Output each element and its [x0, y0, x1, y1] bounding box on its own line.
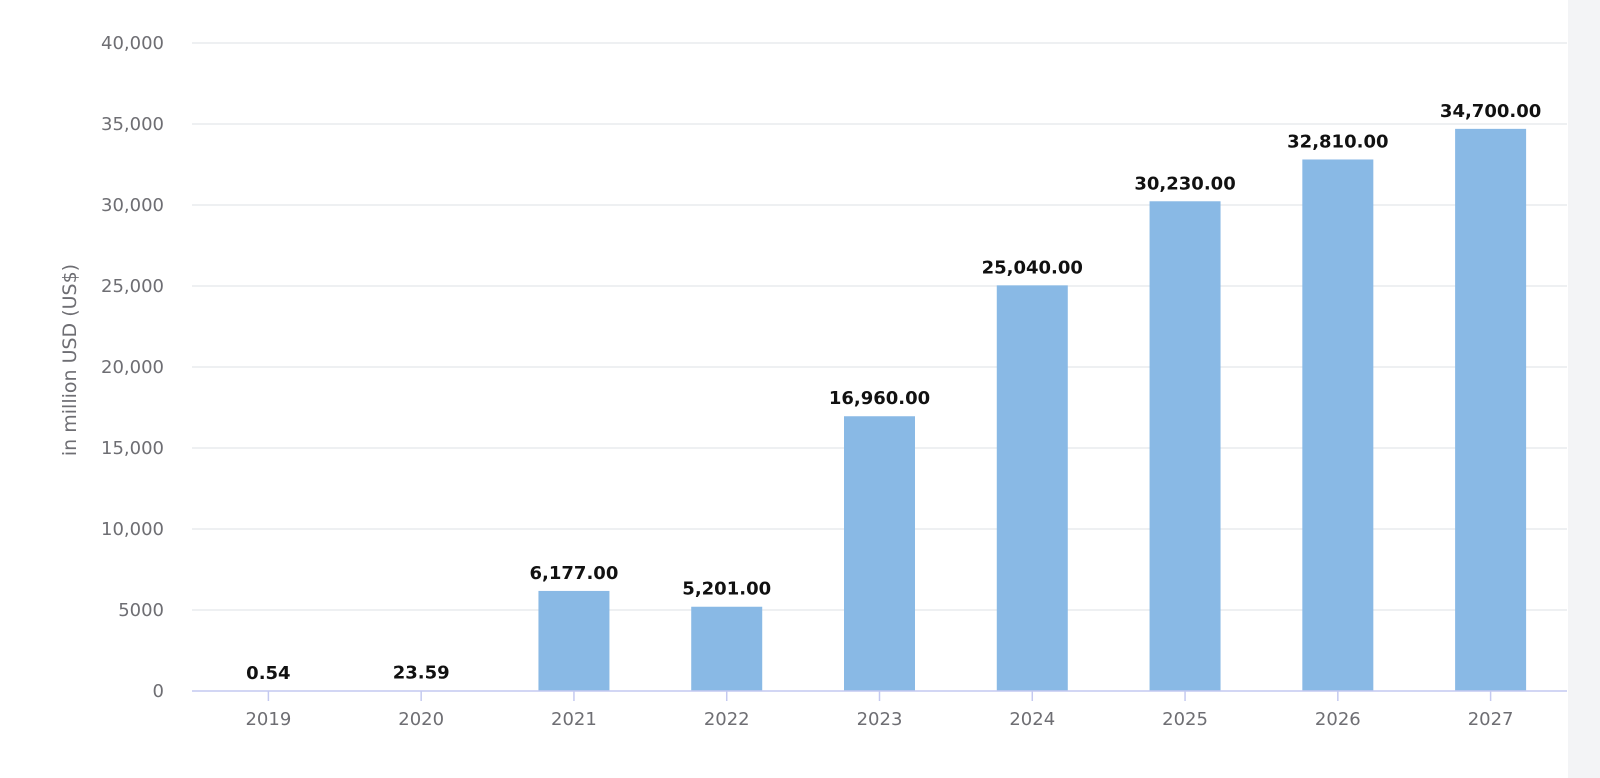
y-axis-title: in million USD (US$) — [59, 264, 81, 456]
x-tick-label-2019: 2019 — [245, 709, 291, 730]
y-tick-label: 20,000 — [101, 357, 164, 378]
data-label-2019: 0.54 — [246, 663, 290, 684]
y-tick-label: 35,000 — [101, 114, 164, 135]
y-tick-label: 10,000 — [101, 519, 164, 540]
bar-2023[interactable] — [844, 416, 915, 691]
bar-2024[interactable] — [996, 285, 1068, 691]
bar-2026[interactable] — [1302, 159, 1374, 691]
x-tick-label-2024: 2024 — [1009, 709, 1055, 730]
scrollbar-track[interactable] — [1568, 0, 1600, 778]
x-tick-label-2026: 2026 — [1315, 709, 1361, 730]
data-label-2024: 25,040.00 — [982, 257, 1083, 278]
x-tick-label-2025: 2025 — [1162, 709, 1208, 730]
y-tick-label: 30,000 — [101, 195, 164, 216]
bar-2027[interactable] — [1455, 128, 1527, 692]
x-tick-label-2021: 2021 — [551, 709, 597, 730]
y-tick-label: 25,000 — [101, 276, 164, 297]
y-tick-label: 0 — [153, 681, 164, 702]
data-label-2022: 5,201.00 — [682, 579, 771, 600]
data-label-2021: 6,177.00 — [530, 563, 619, 584]
x-axis-ticks: 2019 2020 2021 2022 2023 2024 2025 2026 2027 — [245, 709, 1513, 730]
data-label-2020: 23.59 — [393, 663, 450, 684]
x-tick-label-2027: 2027 — [1468, 709, 1514, 730]
data-label-2023: 16,960.00 — [829, 388, 930, 409]
bar-2025[interactable] — [1149, 201, 1221, 692]
data-labels: 0.54 23.59 6,177.00 5,201.00 16,960.00 25,040… — [246, 101, 1541, 684]
x-tick-label-2020: 2020 — [398, 709, 444, 730]
bar-2022[interactable] — [691, 606, 763, 691]
y-tick-label: 5000 — [118, 600, 164, 621]
y-axis-ticks: 0 5000 10,000 15,000 20,000 25,000 30,000 35,00… — [101, 33, 164, 702]
x-tick-label-2022: 2022 — [704, 709, 750, 730]
data-label-2027: 34,700.00 — [1440, 101, 1541, 122]
y-tick-label: 40,000 — [101, 33, 164, 54]
y-tick-label: 15,000 — [101, 438, 164, 459]
bars — [232, 128, 1527, 692]
data-label-2026: 32,810.00 — [1287, 131, 1388, 152]
data-label-2025: 30,230.00 — [1134, 173, 1235, 194]
x-axis — [192, 690, 1567, 701]
x-tick-label-2023: 2023 — [857, 709, 903, 730]
bar-2021[interactable] — [538, 590, 610, 691]
